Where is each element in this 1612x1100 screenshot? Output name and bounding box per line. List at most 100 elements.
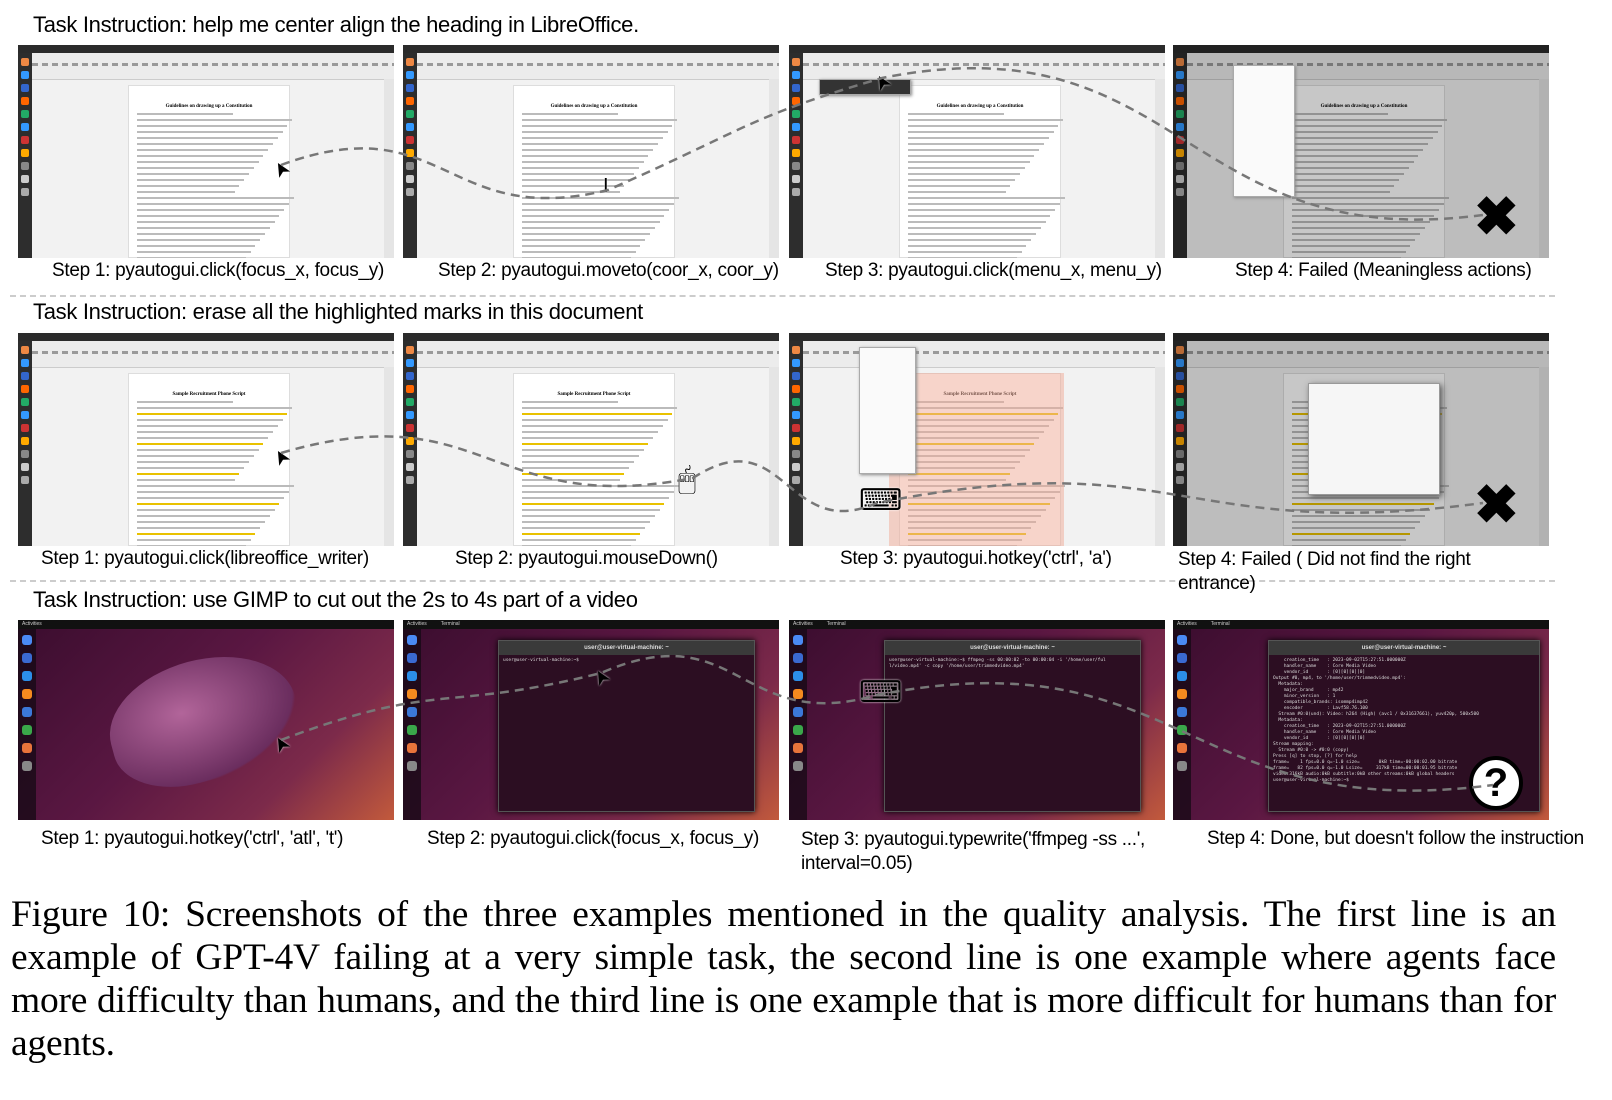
dock-app-icon bbox=[21, 97, 29, 105]
text-line bbox=[522, 245, 641, 247]
text-line bbox=[908, 185, 1011, 187]
text-line bbox=[522, 233, 650, 235]
dock-app-icon bbox=[21, 84, 29, 92]
dock-app-icon bbox=[792, 346, 800, 354]
document-heading: Sample Recruitment Phone Script bbox=[172, 392, 246, 397]
text-line bbox=[522, 455, 639, 457]
dock-app-icon bbox=[22, 725, 32, 735]
dock-app-icon bbox=[21, 346, 29, 354]
dock-app-icon bbox=[1176, 411, 1184, 419]
step-caption: Step 1: pyautogui.hotkey('ctrl', 'atl', … bbox=[41, 828, 344, 849]
dock-app-icon bbox=[1176, 385, 1184, 393]
dock-app-icon bbox=[406, 149, 414, 157]
dock-app-icon bbox=[406, 450, 414, 458]
dock-app-icon bbox=[21, 110, 29, 118]
dock-app-icon bbox=[792, 463, 800, 471]
window-titlebar bbox=[789, 45, 1165, 53]
step-screenshot: Activities Terminal user@user-virtual-mach… bbox=[403, 620, 779, 820]
text-line bbox=[137, 251, 251, 253]
dock-app-icon bbox=[406, 162, 414, 170]
text-line bbox=[137, 143, 273, 145]
text-line bbox=[522, 503, 665, 505]
text-line bbox=[908, 131, 1054, 133]
dock-app-icon bbox=[406, 385, 414, 393]
terminal-output: user@user-virtual-machine:~$ bbox=[503, 658, 582, 663]
dock-app-icon bbox=[406, 97, 414, 105]
step-caption: Step 1: pyautogui.click(libreoffice_writ… bbox=[41, 548, 369, 569]
text-line bbox=[908, 167, 1025, 169]
text-line bbox=[908, 113, 1004, 115]
window-titlebar bbox=[18, 333, 394, 341]
sidebar bbox=[769, 367, 779, 546]
dock-app-icon bbox=[1177, 689, 1187, 699]
dock-app-icon bbox=[21, 188, 29, 196]
text-line bbox=[522, 425, 663, 427]
dock-app-icon bbox=[406, 346, 414, 354]
sidebar bbox=[1539, 367, 1549, 546]
text-line bbox=[522, 545, 631, 546]
step-screenshot: Activities ➤ bbox=[18, 620, 394, 820]
dropdown-menu bbox=[819, 79, 911, 95]
dock-app-icon bbox=[21, 385, 29, 393]
dock-app-icon bbox=[407, 689, 417, 699]
dock-app-icon bbox=[407, 635, 417, 645]
sidebar bbox=[769, 79, 779, 258]
text-line bbox=[1292, 233, 1420, 235]
text-line bbox=[908, 215, 1051, 217]
text-line bbox=[522, 155, 649, 157]
step-caption: Step 2: pyautogui.mouseDown() bbox=[455, 548, 718, 569]
toolbar bbox=[803, 53, 1165, 80]
text-line bbox=[522, 413, 673, 415]
app-dock bbox=[789, 629, 807, 820]
text-line bbox=[908, 173, 1020, 175]
text-line bbox=[522, 515, 655, 517]
step-screenshot: Sample Recruitment Phone Script 🖱 bbox=[403, 333, 779, 546]
dock-app-icon bbox=[792, 162, 800, 170]
step-caption: Step 4: Failed (Meaningless actions) bbox=[1235, 260, 1532, 281]
text-line bbox=[137, 437, 269, 439]
text-line bbox=[908, 155, 1035, 157]
text-line bbox=[908, 203, 1060, 205]
text-line bbox=[522, 443, 649, 445]
dock-app-icon bbox=[21, 476, 29, 484]
dock-app-icon bbox=[1177, 743, 1187, 753]
dock-app-icon bbox=[1177, 653, 1187, 663]
toolbar bbox=[803, 341, 1165, 368]
text-line bbox=[522, 185, 625, 187]
dock-app-icon bbox=[21, 372, 29, 380]
text-line bbox=[522, 461, 634, 463]
text-line bbox=[522, 203, 674, 205]
text-line bbox=[908, 197, 1065, 199]
dock-app-icon bbox=[406, 136, 414, 144]
dock-app-icon bbox=[22, 707, 32, 717]
dock-app-icon bbox=[21, 463, 29, 471]
dock-app-icon bbox=[21, 437, 29, 445]
text-line bbox=[137, 539, 251, 541]
text-line bbox=[908, 251, 1022, 253]
step-screenshot: Sample Recruitment Phone Script⌨ bbox=[789, 333, 1165, 546]
text-line bbox=[137, 413, 288, 415]
dock-app-icon bbox=[406, 58, 414, 66]
dock-app-icon bbox=[1176, 58, 1184, 66]
step-caption: Step 2: pyautogui.click(focus_x, focus_y… bbox=[427, 828, 759, 849]
app-dock bbox=[403, 341, 417, 546]
text-line bbox=[522, 227, 655, 229]
dock-app-icon bbox=[793, 653, 803, 663]
step-caption: Step 4: Failed ( Did not find the right … bbox=[1178, 549, 1471, 594]
text-line bbox=[137, 419, 283, 421]
text-line bbox=[522, 437, 654, 439]
window-titlebar bbox=[18, 45, 394, 53]
text-line bbox=[908, 161, 1030, 163]
dock-app-icon bbox=[21, 136, 29, 144]
document-page: Guidelines on drawing up a Constitution bbox=[513, 85, 679, 258]
text-line bbox=[908, 257, 1017, 258]
dock-app-icon bbox=[406, 398, 414, 406]
top-bar: Activities Terminal bbox=[403, 620, 779, 629]
text-line bbox=[1292, 521, 1420, 523]
text-line bbox=[522, 119, 678, 121]
text-line bbox=[137, 125, 288, 127]
activities-button: Activities bbox=[793, 621, 813, 627]
dock-app-icon bbox=[21, 58, 29, 66]
step-caption: Step 1: pyautogui.click(focus_x, focus_y… bbox=[52, 260, 384, 281]
task-instruction: Task Instruction: use GIMP to cut out th… bbox=[33, 587, 638, 612]
